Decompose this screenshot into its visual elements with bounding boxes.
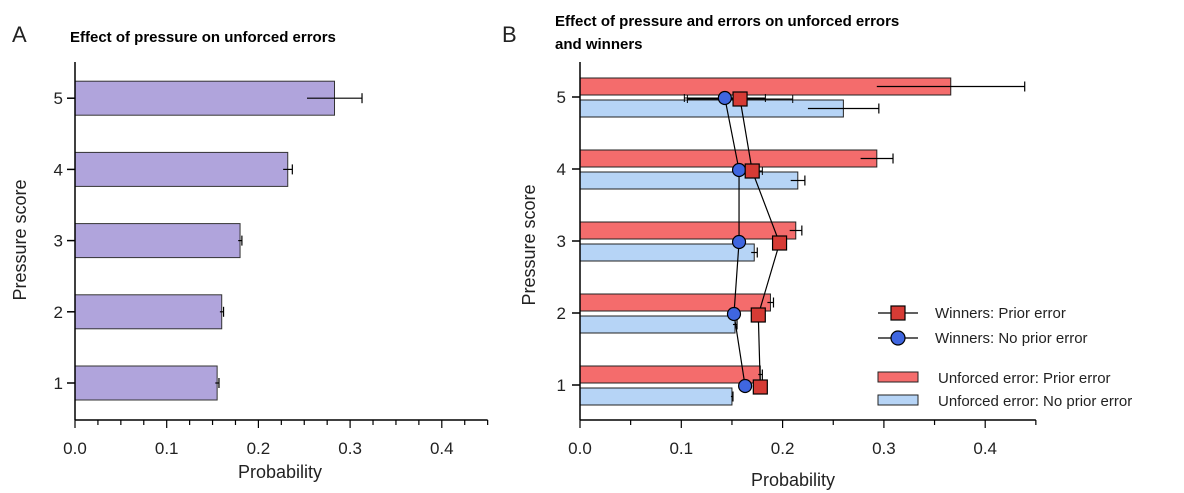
- point-winners-prior-3: [771, 235, 788, 251]
- bar-a-2: [74, 294, 223, 330]
- bar-b-prior-4: [579, 149, 878, 168]
- legend-label-unforced-noprior: Unforced error: No prior error: [938, 393, 1132, 410]
- point-winners-noprior-1: [738, 378, 753, 394]
- ytick-label-a-4: 4: [54, 160, 63, 179]
- bar-b-prior-3: [579, 221, 797, 240]
- legend-label-winners-noprior: Winners: No prior error: [935, 330, 1088, 347]
- bar-b-prior-2: [579, 293, 771, 312]
- xtick-label-a-0.0: 0.0: [63, 439, 87, 458]
- xtick-label-a-0.4: 0.4: [430, 439, 454, 458]
- bar-b-noprior-4: [579, 171, 799, 190]
- ytick-label-b-5: 5: [557, 88, 566, 107]
- ytick-label-a-3: 3: [54, 232, 63, 251]
- chart-b-plot: 1 2 3 4 5 0.0 0.1 0.2 0.3 0.4: [557, 62, 1037, 458]
- ytick-label-b-3: 3: [557, 232, 566, 251]
- bar-b-noprior-1: [579, 387, 733, 406]
- point-winners-noprior-4: [731, 162, 747, 178]
- ytick-label-a-2: 2: [54, 303, 63, 322]
- point-winners-noprior-5: [717, 90, 732, 106]
- chart-a-title: Effect of pressure on unforced errors: [70, 29, 336, 46]
- bar-a-4: [74, 151, 289, 187]
- chart-a-ylabel: Pressure score: [10, 179, 30, 300]
- point-winners-noprior-2: [726, 306, 742, 322]
- point-winners-prior-1: [752, 379, 768, 395]
- chart-b-ylabel: Pressure score: [519, 184, 539, 305]
- chart-a-plot: 1 2 3 4 5 0.0 0.1 0.2 0.3 0.4: [54, 62, 489, 458]
- chart-a-xlabel: Probability: [238, 462, 322, 482]
- bar-b-noprior-3: [579, 243, 755, 262]
- ytick-label-b-4: 4: [557, 160, 566, 179]
- point-winners-prior-5: [732, 91, 748, 107]
- legend-label-unforced-prior: Unforced error: Prior error: [938, 370, 1111, 387]
- panel-label-a: A: [12, 22, 27, 47]
- ytick-label-b-1: 1: [557, 376, 566, 395]
- chart-b-title-line-2: and winners: [555, 36, 643, 53]
- xtick-label-b-0.0: 0.0: [568, 439, 592, 458]
- ytick-label-a-5: 5: [54, 89, 63, 108]
- ytick-label-b-2: 2: [557, 304, 566, 323]
- bar-a-3: [74, 223, 241, 259]
- bar-a-5: [74, 80, 336, 116]
- legend-label-winners-prior: Winners: Prior error: [935, 305, 1066, 322]
- point-winners-prior-4: [744, 163, 760, 179]
- legend-marker-winners-noprior: [890, 330, 906, 346]
- xtick-label-b-0.3: 0.3: [872, 439, 896, 458]
- xtick-label-a-0.2: 0.2: [247, 439, 271, 458]
- point-winners-noprior-3: [731, 234, 747, 250]
- chart-b-xlabel: Probability: [751, 470, 835, 490]
- legend-swatch-unforced-prior: [877, 371, 919, 383]
- bar-b-prior-1: [579, 365, 761, 384]
- bar-b-noprior-5: [579, 99, 844, 118]
- chart-b-title-line-1: Effect of pressure and errors on unforce…: [555, 13, 899, 30]
- legend-swatch-unforced-noprior: [877, 394, 919, 406]
- xtick-label-b-0.1: 0.1: [669, 439, 693, 458]
- xtick-label-b-0.4: 0.4: [973, 439, 997, 458]
- xtick-label-b-0.2: 0.2: [771, 439, 795, 458]
- bar-a-1: [74, 365, 218, 401]
- chart-b-legend: Winners: Prior error Winners: No prior er…: [877, 305, 1132, 410]
- xtick-label-a-0.1: 0.1: [155, 439, 179, 458]
- legend-marker-winners-prior: [890, 305, 906, 321]
- point-winners-prior-2: [750, 307, 766, 323]
- panel-label-b: B: [502, 22, 517, 47]
- ytick-label-a-1: 1: [54, 374, 63, 393]
- bar-b-noprior-2: [579, 315, 736, 334]
- xtick-label-a-0.3: 0.3: [338, 439, 362, 458]
